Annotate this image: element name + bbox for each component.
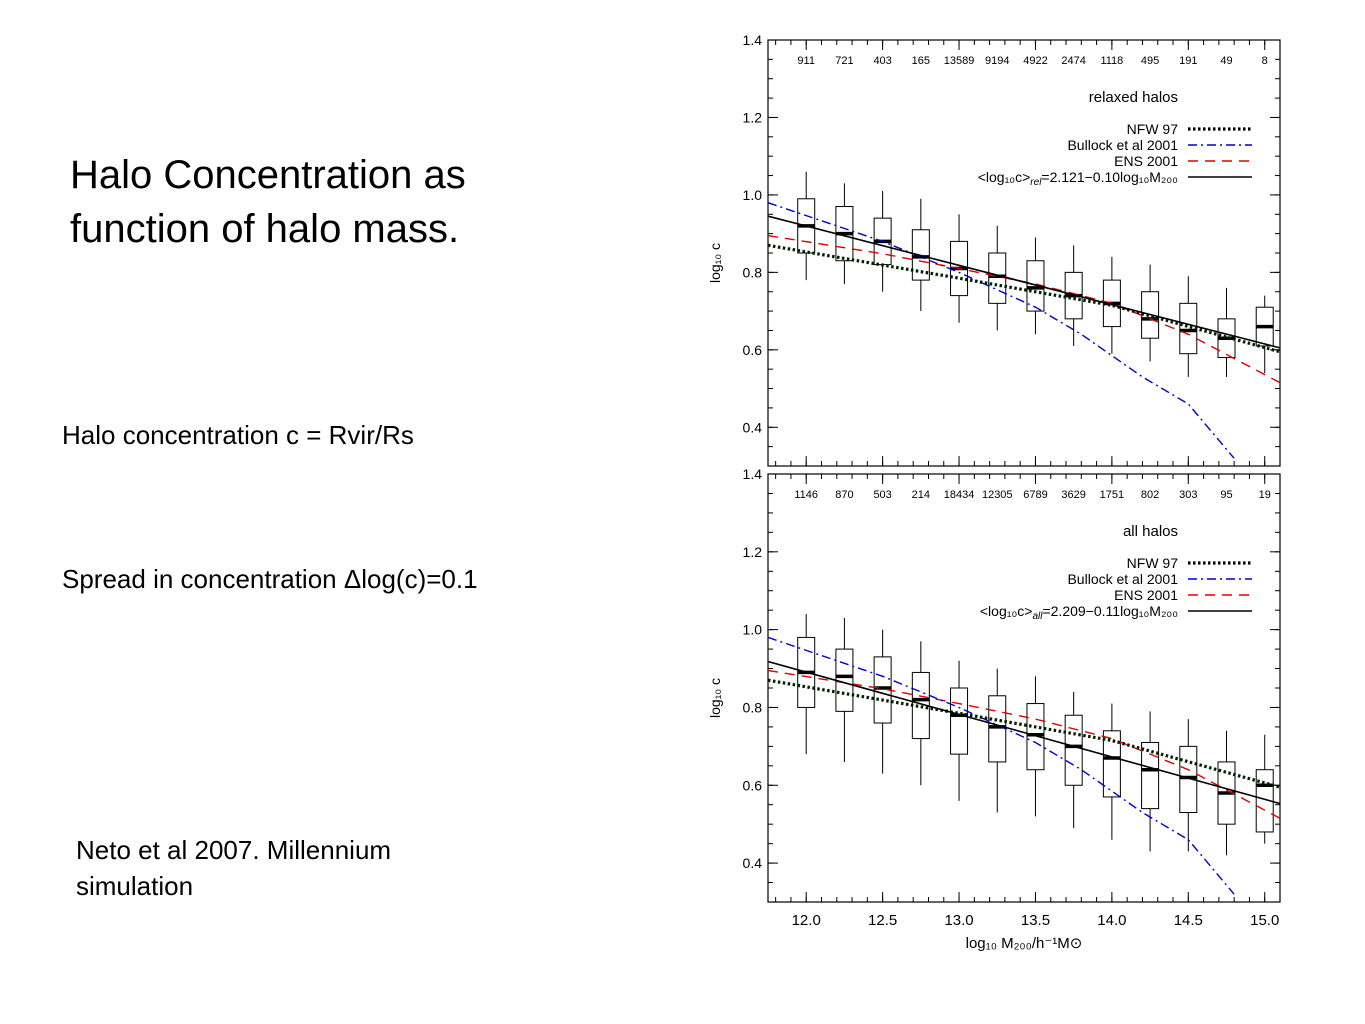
y-axis-label: log₁₀ c xyxy=(707,243,723,283)
box-iqr xyxy=(988,252,1007,304)
concentration-spread: Spread in concentration Δlog(c)=0.1 xyxy=(62,564,478,594)
bullock-2001-curve xyxy=(768,202,1235,459)
halo-count-label: 721 xyxy=(835,55,853,67)
halo-count-label: 870 xyxy=(835,489,853,501)
legend-label: NFW 97 xyxy=(1127,555,1179,571)
x-tick-label: 14.5 xyxy=(1174,912,1203,929)
y-tick-label: 1.4 xyxy=(743,466,763,482)
best-fit-curve xyxy=(768,215,1280,349)
box-iqr xyxy=(911,229,930,281)
nfw-97-curve xyxy=(768,243,1280,354)
box-iqr xyxy=(835,648,854,712)
x-tick-label: 15.0 xyxy=(1250,912,1279,929)
best-fit-curve xyxy=(768,660,1280,805)
x-tick-label: 13.0 xyxy=(944,912,973,929)
halo-count-label: 95 xyxy=(1220,489,1232,501)
box-iqr xyxy=(950,687,969,755)
y-tick-label: 1.0 xyxy=(743,187,763,203)
box-iqr xyxy=(1102,730,1121,798)
x-axis-label: log₁₀ M₂₀₀/h⁻¹M⊙ xyxy=(966,935,1083,952)
halo-count-label: 911 xyxy=(797,55,815,67)
x-tick-label: 14.0 xyxy=(1097,912,1126,929)
halo-count-label: 1146 xyxy=(794,489,818,501)
plot-frame xyxy=(767,473,1281,903)
halo-count-label: 8 xyxy=(1262,55,1268,67)
panel-label: all halos xyxy=(1123,523,1178,540)
x-tick-label: 12.5 xyxy=(868,912,897,929)
halo-count-label: 802 xyxy=(1141,489,1159,501)
halo-count-label: 495 xyxy=(1141,55,1159,67)
y-tick-label: 0.4 xyxy=(743,419,763,435)
ens-2001-curve xyxy=(768,669,1280,819)
halo-count-label: 4922 xyxy=(1023,55,1047,67)
halo-count-label: 12305 xyxy=(982,489,1013,501)
halo-count-label: 9194 xyxy=(985,55,1009,67)
legend-label: <log₁₀c>rel=2.121−0.10log₁₀M₂₀₀ xyxy=(978,169,1178,188)
halo-count-label: 13589 xyxy=(944,55,975,67)
panel-label: relaxed halos xyxy=(1089,89,1178,106)
ens-2001-curve xyxy=(768,234,1280,384)
box-iqr xyxy=(1064,714,1083,786)
halo-count-label: 2474 xyxy=(1061,55,1085,67)
box-iqr xyxy=(988,695,1007,763)
nfw-97-curve xyxy=(768,678,1280,789)
slide-title-line-1: Halo Concentration as xyxy=(70,153,466,197)
y-tick-label: 0.6 xyxy=(743,342,763,358)
halo-count-label: 1751 xyxy=(1100,489,1124,501)
halo-count-label: 49 xyxy=(1220,55,1232,67)
halo-count-label: 1118 xyxy=(1100,55,1123,67)
halo-count-label: 214 xyxy=(912,489,930,501)
legend-label: <log₁₀c>all=2.209−0.11log₁₀M₂₀₀ xyxy=(980,603,1178,622)
bullock-2001-curve xyxy=(768,636,1235,895)
y-tick-label: 1.0 xyxy=(743,622,763,638)
y-tick-label: 1.2 xyxy=(743,109,763,125)
x-tick-label: 12.0 xyxy=(792,912,821,929)
y-tick-label: 0.8 xyxy=(743,699,763,715)
halo-count-label: 403 xyxy=(873,55,891,67)
halo-count-label: 3629 xyxy=(1061,489,1085,501)
x-tick-label: 13.5 xyxy=(1021,912,1050,929)
legend-label: Bullock et al 2001 xyxy=(1067,137,1178,153)
legend-label: Bullock et al 2001 xyxy=(1067,571,1178,587)
legend-label: ENS 2001 xyxy=(1114,587,1178,603)
y-axis-label: log₁₀ c xyxy=(707,678,723,718)
halo-count-label: 18434 xyxy=(944,489,975,501)
box-iqr xyxy=(1179,302,1198,355)
citation-line-1: Neto et al 2007. Millennium xyxy=(76,835,392,865)
plot-frame xyxy=(767,39,1281,467)
concentration-definition: Halo concentration c = Rvir/Rs xyxy=(62,420,414,450)
legend-label: NFW 97 xyxy=(1127,121,1179,137)
halo-count-label: 303 xyxy=(1179,489,1197,501)
halo-count-label: 6789 xyxy=(1023,489,1047,501)
y-tick-label: 0.6 xyxy=(743,777,763,793)
halo-count-label: 191 xyxy=(1179,55,1197,67)
legend-label: ENS 2001 xyxy=(1114,153,1178,169)
y-tick-label: 1.2 xyxy=(743,544,763,560)
box-iqr xyxy=(1026,703,1045,771)
slide-title: Halo Concentration as function of halo m… xyxy=(70,148,630,256)
box-iqr xyxy=(1179,745,1198,814)
slide-title-line-2: function of halo mass. xyxy=(70,207,460,251)
box-iqr xyxy=(1141,741,1160,810)
halo-count-label: 165 xyxy=(912,55,930,67)
halo-count-label: 19 xyxy=(1259,489,1271,501)
box-iqr xyxy=(1255,769,1274,833)
concentration-mass-figure: 0.4 0.6 0.8 1.0 1.2 1.4 log₁₀ c 911 721 403 165 135… xyxy=(707,32,1281,952)
citation: Neto et al 2007. Millennium simulation xyxy=(76,832,496,904)
y-tick-label: 0.8 xyxy=(743,264,763,280)
y-tick-label: 0.4 xyxy=(743,855,763,871)
y-tick-label: 1.4 xyxy=(743,32,763,48)
halo-count-label: 503 xyxy=(873,489,891,501)
citation-line-2: simulation xyxy=(76,871,194,901)
